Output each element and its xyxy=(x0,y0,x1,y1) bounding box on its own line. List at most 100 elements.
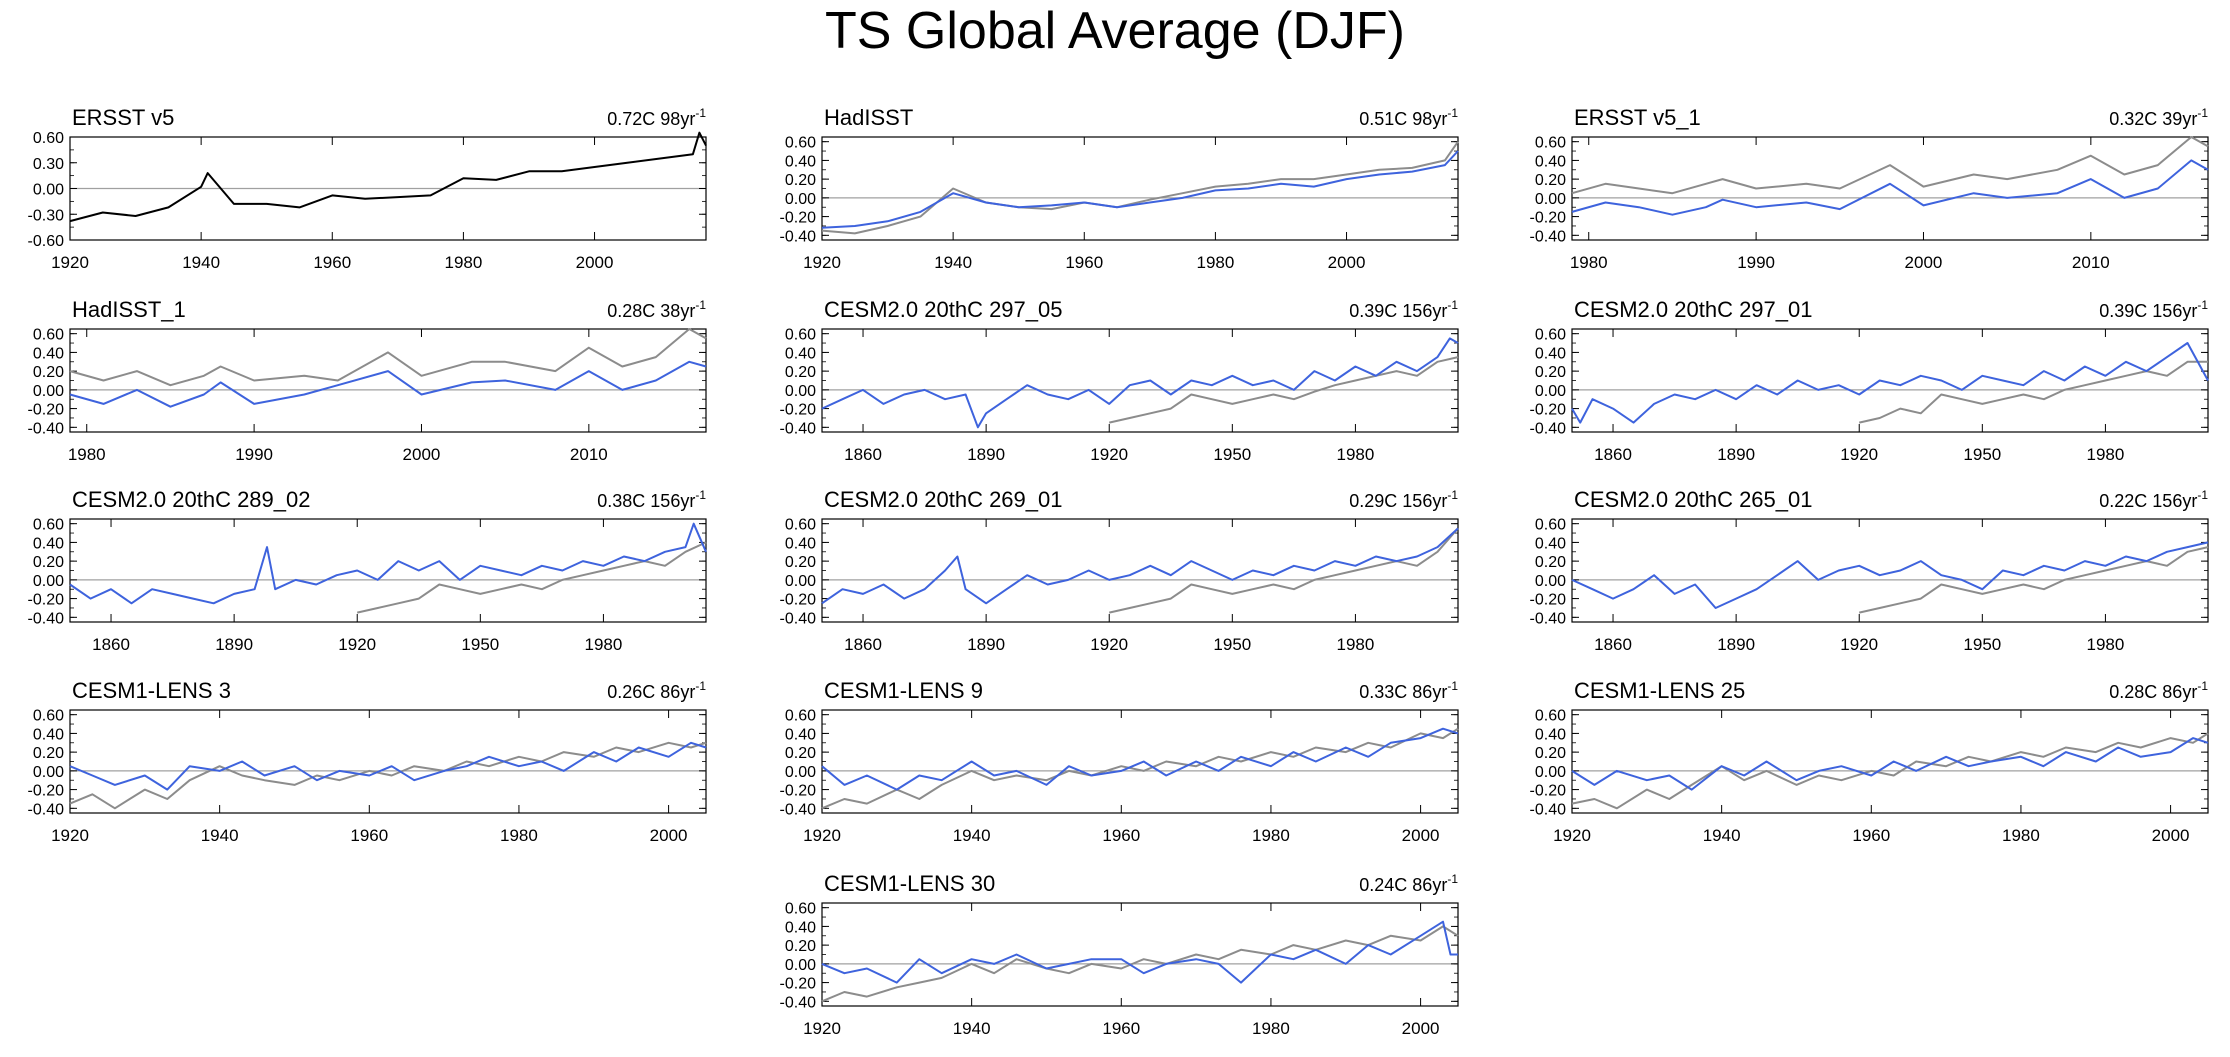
trend-label: 0.28C 86yr-1 xyxy=(2109,679,2208,702)
plot-frame xyxy=(1571,328,2209,433)
trend-label: 0.24C 86yr-1 xyxy=(1359,872,1458,895)
x-tick-label: 1980 xyxy=(1337,445,1375,464)
obs-series-line xyxy=(821,727,1459,810)
y-tick-label: 0.60 xyxy=(33,327,64,344)
obs-series-line xyxy=(69,741,707,810)
x-tick-label: 1920 xyxy=(1090,635,1128,654)
obs-series-line xyxy=(356,541,707,614)
y-tick-label: 0.20 xyxy=(785,364,816,381)
x-tick-label: 2000 xyxy=(650,826,688,845)
x-tick-label: 1980 xyxy=(1252,826,1290,845)
x-tick-label: 1860 xyxy=(1594,635,1632,654)
y-tick-label: 0.00 xyxy=(1535,573,1566,590)
y-tick-label: 0.40 xyxy=(1535,726,1566,743)
trend-value: 0.51C 98yr xyxy=(1359,109,1447,129)
x-tick-label: 1860 xyxy=(92,635,130,654)
y-tick-label: 0.60 xyxy=(1535,517,1566,534)
y-tick-label: 0.00 xyxy=(785,383,816,400)
x-tick-label: 1980 xyxy=(500,826,538,845)
plot-frame xyxy=(69,328,707,433)
panel-4: CESM2.0 20thC 297_05 0.39C 156yr-1 0.600.4… xyxy=(780,297,1459,464)
y-tick-label: -0.40 xyxy=(780,801,817,818)
y-tick-label: 0.60 xyxy=(785,327,816,344)
model-series-line xyxy=(69,741,707,791)
y-tick-label: -0.20 xyxy=(780,976,817,993)
y-tick-label: 0.60 xyxy=(1535,708,1566,725)
panel-title: CESM2.0 20thC 289_02 xyxy=(72,487,311,512)
model-series-line xyxy=(821,337,1459,429)
trend-superscript: -1 xyxy=(1447,488,1458,502)
y-tick-label: 0.40 xyxy=(785,535,816,552)
model-series-line xyxy=(1571,541,2209,609)
y-tick-label: -0.40 xyxy=(28,420,65,437)
x-tick-label: 2010 xyxy=(2072,253,2110,272)
x-tick-label: 1980 xyxy=(1196,253,1234,272)
obs-series-line xyxy=(821,141,1459,235)
trend-label: 0.33C 86yr-1 xyxy=(1359,679,1458,702)
panel-2: ERSST v5_1 0.32C 39yr-1 0.600.40 0.20 0.00 -0… xyxy=(1530,105,2209,272)
trend-value: 0.24C 86yr xyxy=(1359,875,1447,895)
y-tick-label: -0.40 xyxy=(28,801,65,818)
obs-series-line xyxy=(1108,527,1459,614)
model-series-line xyxy=(69,360,707,408)
trend-label: 0.51C 98yr-1 xyxy=(1359,106,1458,129)
y-tick-label: -0.40 xyxy=(1530,228,1567,245)
model-series-line xyxy=(821,920,1458,984)
x-tick-label: 1980 xyxy=(1252,1019,1290,1038)
obs-series-line xyxy=(1571,732,2209,810)
x-tick-label: 1980 xyxy=(1570,253,1608,272)
x-tick-label: 1940 xyxy=(201,826,239,845)
model-series-line xyxy=(1571,737,2209,791)
y-tick-label: 0.40 xyxy=(785,726,816,743)
x-tick-label: 1920 xyxy=(1840,445,1878,464)
y-tick-label: -0.40 xyxy=(780,420,817,437)
trend-label: 0.39C 156yr-1 xyxy=(1349,298,1458,321)
y-tick-label: -0.20 xyxy=(1530,592,1567,609)
y-tick-label: 0.40 xyxy=(785,345,816,362)
panel-title: ERSST v5 xyxy=(72,105,174,130)
y-tick-label: 0.60 xyxy=(33,517,64,534)
y-tick-label: -0.20 xyxy=(780,402,817,419)
x-tick-label: 1960 xyxy=(1102,1019,1140,1038)
single-series-line xyxy=(69,131,707,223)
obs-series-line xyxy=(69,328,707,387)
trend-superscript: -1 xyxy=(2197,106,2208,120)
x-tick-label: 1890 xyxy=(967,635,1005,654)
x-tick-label: 1920 xyxy=(1840,635,1878,654)
y-tick-label: -0.40 xyxy=(1530,801,1567,818)
y-tick-label: -0.20 xyxy=(780,592,817,609)
plot-frame xyxy=(821,902,1459,1007)
y-tick-label: 0.40 xyxy=(1535,345,1566,362)
y-tick-label: -0.40 xyxy=(28,610,65,627)
trend-superscript: -1 xyxy=(695,679,706,693)
model-series-line xyxy=(821,727,1459,791)
trend-value: 0.39C 156yr xyxy=(2099,301,2197,321)
obs-series-line xyxy=(1858,360,2208,424)
y-tick-label: 0.40 xyxy=(785,153,816,170)
x-tick-label: 1890 xyxy=(1717,445,1755,464)
x-tick-label: 1920 xyxy=(803,826,841,845)
y-tick-label: 0.60 xyxy=(785,517,816,534)
obs-series-line xyxy=(1108,356,1459,424)
y-tick-label: -0.60 xyxy=(28,233,65,250)
y-tick-label: -0.20 xyxy=(1530,210,1567,227)
y-tick-label: 0.00 xyxy=(785,191,816,208)
trend-label: 0.72C 98yr-1 xyxy=(607,106,706,129)
x-tick-label: 1920 xyxy=(338,635,376,654)
trend-label: 0.29C 156yr-1 xyxy=(1349,488,1458,511)
plot-frame xyxy=(821,136,1459,241)
x-tick-label: 1950 xyxy=(1963,635,2001,654)
panel-title: CESM2.0 20thC 297_05 xyxy=(824,297,1063,322)
panel-1: HadISST 0.51C 98yr-1 0.600.40 0.20 0.00 -0.20… xyxy=(780,105,1459,272)
x-tick-label: 2000 xyxy=(2152,826,2190,845)
panel-title: CESM1-LENS 9 xyxy=(824,678,983,703)
trend-value: 0.29C 156yr xyxy=(1349,491,1447,511)
y-tick-label: 0.40 xyxy=(33,726,64,743)
y-tick-label: 0.60 xyxy=(1535,135,1566,152)
y-tick-label: 0.40 xyxy=(1535,153,1566,170)
y-tick-label: 0.20 xyxy=(1535,745,1566,762)
x-tick-label: 1980 xyxy=(1337,635,1375,654)
panel-11: CESM1-LENS 25 0.28C 86yr-1 0.600.40 0.20 0.0… xyxy=(1530,678,2209,845)
trend-label: 0.22C 156yr-1 xyxy=(2099,488,2208,511)
y-tick-label: 0.60 xyxy=(785,708,816,725)
